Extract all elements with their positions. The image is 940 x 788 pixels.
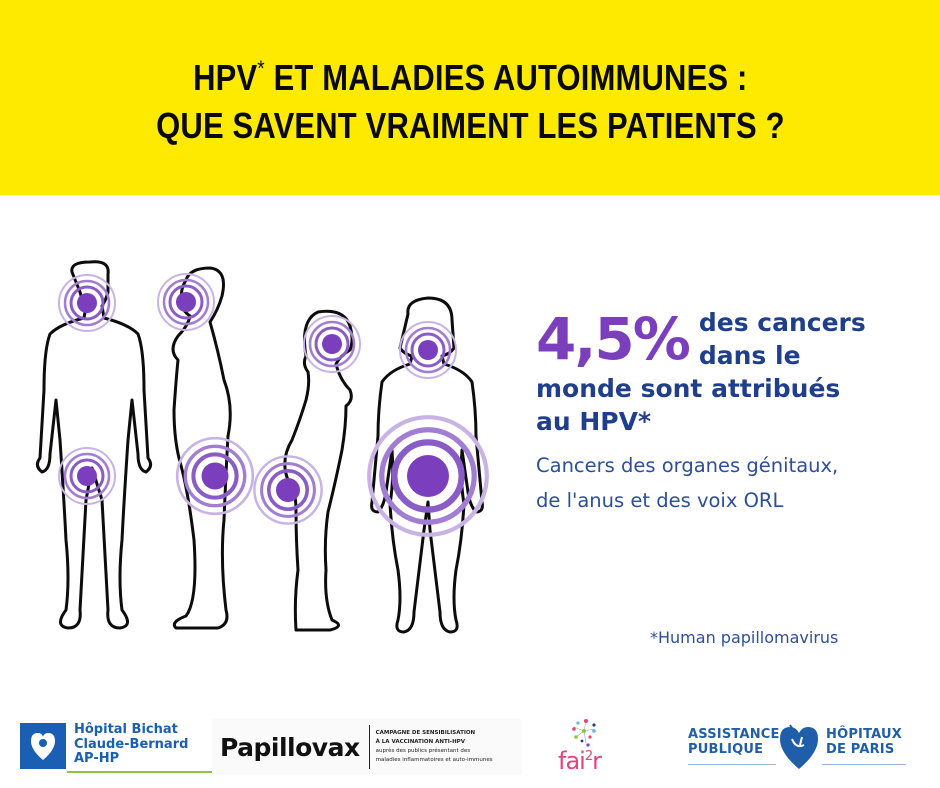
logo-fai2r: fai2r: [556, 717, 616, 779]
papillovax-sub-4: maladies inflammatoires et auto-immunes: [375, 757, 493, 763]
stat-text-line-b: dans le: [698, 341, 801, 370]
footnote: *Human papillomavirus: [650, 628, 839, 647]
target-female-profile-anus: [252, 454, 324, 526]
statistic-block: 4,5% des cancers dans le monde sont attr…: [536, 306, 926, 518]
logo-aphp: ASSISTANCE PUBLIQUE HÔPITAUX DE PARIS: [688, 723, 908, 773]
fai2r-name: fai: [558, 747, 586, 775]
bichat-line-2: Claude-Bernard: [74, 736, 189, 752]
stat-text-line-c: monde sont attribués: [536, 374, 841, 403]
female-profile-outline: [283, 309, 354, 632]
bichat-line-1: Hôpital Bichat: [74, 722, 178, 737]
body-illustration: [35, 260, 490, 634]
target-male-profile-anus: [177, 438, 253, 514]
stat-text-line-d: au HPV*: [536, 407, 652, 436]
aphp-left-1: ASSISTANCE: [688, 727, 780, 742]
title-rest: ET MALADIES AUTOIMMUNES :: [264, 57, 748, 98]
fai2r-network-icon: [572, 719, 596, 747]
stat-description: Cancers des organes génitaux, de l'anus …: [536, 454, 839, 512]
target-female-front-throat: [398, 320, 458, 380]
target-male-front-throat: [57, 273, 117, 333]
title-banner: HPV* ET MALADIES AUTOIMMUNES : QUE SAVEN…: [0, 0, 940, 195]
aphp-left-2: PUBLIQUE: [688, 742, 764, 757]
aphp-right-2: DE PARIS: [826, 742, 895, 757]
aphp-right-1: HÔPITAUX: [826, 727, 902, 742]
aphp-rule-right: [822, 764, 906, 765]
male-front-outline: [35, 260, 153, 630]
bichat-heart-icon: [20, 723, 66, 769]
aphp-rule-left: [688, 764, 776, 765]
papillovax-divider: [368, 725, 370, 769]
title-line-1: HPV* ET MALADIES AUTOIMMUNES :: [193, 45, 747, 102]
stat-percentage: 4,5%: [536, 305, 691, 373]
female-front-outline: [370, 296, 484, 634]
papillovax-sub-2: À LA VACCINATION ANTI-HPV: [375, 739, 465, 745]
papillovax-name: Papillovax: [220, 732, 360, 762]
fai2r-sup: 2: [584, 749, 593, 764]
bichat-line-3: AP-HP: [74, 751, 120, 766]
partner-logos: Hôpital Bichat Claude-Bernard AP-HP Papi…: [0, 705, 940, 788]
bichat-underline: [67, 771, 217, 773]
title-line-2: QUE SAVENT VRAIMENT LES PATIENTS ?: [155, 105, 785, 146]
fai2r-tail: r: [592, 747, 602, 775]
fai2r-wordmark: fai2r: [558, 747, 602, 775]
logo-hopital-bichat: Hôpital Bichat Claude-Bernard AP-HP: [20, 722, 217, 773]
aphp-heart-icon: [780, 724, 818, 769]
logo-papillovax: Papillovax CAMPAGNE DE SENSIBILISATION À…: [212, 719, 522, 775]
papillovax-sub-1: CAMPAGNE DE SENSIBILISATION: [375, 730, 476, 736]
stat-text-line-a: des cancers: [698, 308, 866, 337]
papillovax-sub-3: auprès des publics présentant des: [375, 748, 471, 754]
title-hpv: HPV: [192, 57, 258, 98]
title-asterisk: *: [257, 56, 265, 81]
